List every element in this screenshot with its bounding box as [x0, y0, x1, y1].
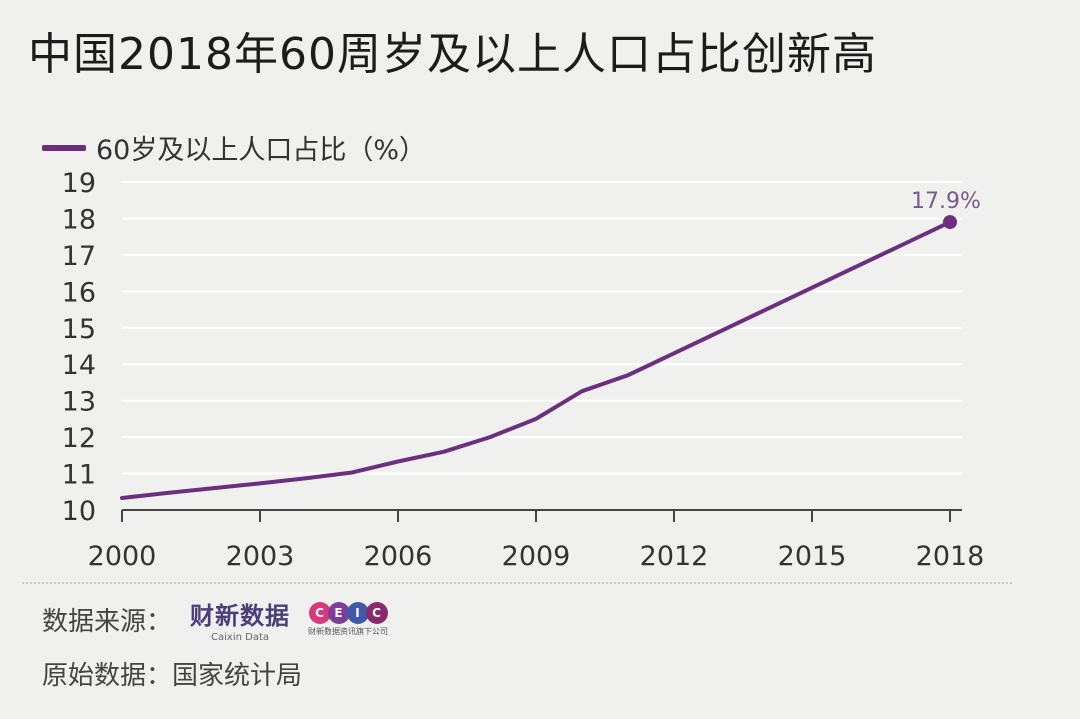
x-tick-label-2018: 2018: [916, 541, 985, 572]
y-tick-label-10: 10: [62, 496, 96, 527]
ceic-letter-c2: C: [365, 602, 388, 624]
line-chart: 10 11 12 13 14 15 16 17 18 19 2000 2003 2006 2009 2012…: [62, 168, 985, 572]
x-tick-label-2000: 2000: [88, 541, 157, 572]
legend-label: 60岁及以上人口占比（%）: [96, 135, 427, 166]
y-tick-label-11: 11: [62, 460, 96, 491]
x-tick-label-2003: 2003: [226, 541, 295, 572]
series-line-0: [120, 220, 952, 500]
y-tick-label-18: 18: [62, 204, 96, 235]
caixin-data-logo: 财新数据 Caixin Data: [190, 596, 290, 643]
chart-legend: 60岁及以上人口占比（%）: [42, 128, 426, 167]
chart-title: 中国2018年60周岁及以上人口占比创新高: [28, 29, 877, 80]
y-tick-label-15: 15: [62, 314, 96, 345]
ceic-logo-sub: 财新数据资讯旗下公司: [308, 627, 389, 636]
ceic-logo: C E I C 财新数据资讯旗下公司: [308, 602, 388, 637]
y-tick-label-13: 13: [62, 387, 96, 418]
caixin-logo-cn: 财新数据: [190, 602, 291, 630]
data-label-0: 17.9%: [911, 189, 981, 214]
footer-divider: [22, 582, 1012, 584]
x-tick-label-2015: 2015: [778, 541, 847, 572]
ceic-letter-e: E: [327, 602, 350, 624]
source-label: 数据来源：: [42, 607, 173, 637]
end-point-marker: [943, 215, 957, 230]
y-tick-label-14: 14: [62, 350, 96, 381]
x-tick-label-2006: 2006: [364, 541, 433, 572]
ceic-letter-i: I: [346, 602, 369, 624]
caixin-logo-en: Caixin Data: [211, 632, 269, 643]
ceic-letter-c1: C: [308, 602, 331, 624]
source-row: 数据来源： 财新数据 Caixin Data C E I C 财新数据资讯旗下公…: [42, 596, 388, 643]
x-tick-label-2009: 2009: [502, 541, 571, 572]
origin-source: 原始数据：国家统计局: [42, 661, 303, 691]
legend-swatch: [42, 144, 86, 151]
y-tick-label-17: 17: [62, 241, 96, 272]
x-tick-label-2012: 2012: [640, 541, 709, 572]
y-tick-label-16: 16: [62, 277, 96, 308]
y-tick-label-19: 19: [62, 168, 96, 199]
y-tick-label-12: 12: [62, 423, 96, 454]
